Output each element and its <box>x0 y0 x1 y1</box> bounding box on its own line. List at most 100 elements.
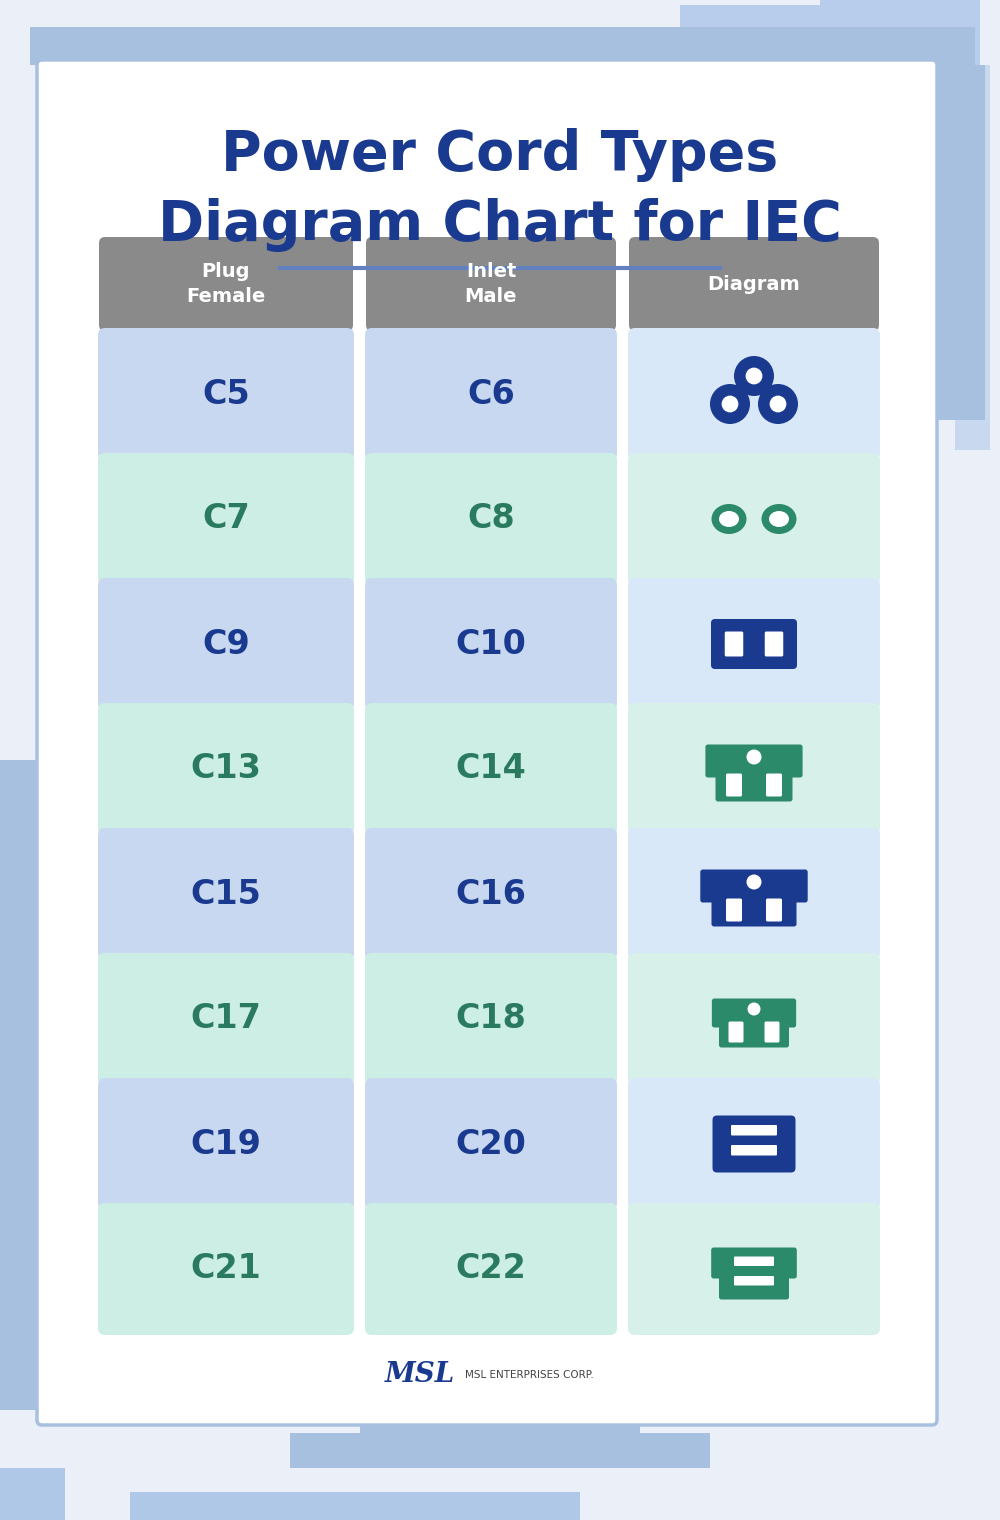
FancyBboxPatch shape <box>935 65 985 420</box>
FancyBboxPatch shape <box>955 65 990 450</box>
FancyBboxPatch shape <box>734 1275 774 1286</box>
FancyBboxPatch shape <box>98 578 354 710</box>
FancyBboxPatch shape <box>629 237 879 331</box>
Circle shape <box>734 356 774 397</box>
FancyBboxPatch shape <box>731 1145 777 1155</box>
FancyBboxPatch shape <box>711 894 796 927</box>
FancyBboxPatch shape <box>766 898 782 921</box>
FancyBboxPatch shape <box>98 453 354 585</box>
FancyBboxPatch shape <box>714 892 794 906</box>
FancyBboxPatch shape <box>628 1202 880 1335</box>
Ellipse shape <box>719 511 739 527</box>
Text: C10: C10 <box>456 628 526 661</box>
FancyBboxPatch shape <box>30 27 975 65</box>
Circle shape <box>722 395 738 412</box>
FancyBboxPatch shape <box>721 1021 786 1029</box>
FancyBboxPatch shape <box>628 953 880 1085</box>
Text: C15: C15 <box>191 877 261 910</box>
Text: C7: C7 <box>202 503 250 535</box>
Text: C8: C8 <box>467 503 515 535</box>
FancyBboxPatch shape <box>719 1271 789 1300</box>
Text: C6: C6 <box>467 377 515 410</box>
FancyBboxPatch shape <box>0 760 42 1411</box>
FancyBboxPatch shape <box>715 769 792 801</box>
Text: C13: C13 <box>191 752 261 786</box>
Polygon shape <box>420 27 580 65</box>
FancyBboxPatch shape <box>711 1248 797 1278</box>
FancyBboxPatch shape <box>725 631 743 657</box>
FancyBboxPatch shape <box>628 453 880 585</box>
FancyBboxPatch shape <box>712 1116 795 1172</box>
FancyBboxPatch shape <box>99 237 353 331</box>
Circle shape <box>746 874 762 889</box>
Text: C19: C19 <box>191 1128 261 1160</box>
Ellipse shape <box>762 505 796 534</box>
Text: Diagram Chart for IEC: Diagram Chart for IEC <box>158 198 842 252</box>
FancyBboxPatch shape <box>820 0 980 90</box>
FancyBboxPatch shape <box>0 1468 65 1520</box>
Text: C14: C14 <box>456 752 526 786</box>
Text: C17: C17 <box>191 1003 261 1035</box>
Text: MSL: MSL <box>385 1362 455 1388</box>
Ellipse shape <box>711 505 746 534</box>
Circle shape <box>746 749 762 765</box>
Text: C20: C20 <box>456 1128 526 1160</box>
FancyBboxPatch shape <box>712 999 796 1028</box>
FancyBboxPatch shape <box>366 237 616 331</box>
FancyBboxPatch shape <box>365 702 617 834</box>
FancyBboxPatch shape <box>628 828 880 961</box>
FancyBboxPatch shape <box>98 1202 354 1335</box>
FancyBboxPatch shape <box>728 1021 744 1043</box>
FancyBboxPatch shape <box>628 1078 880 1210</box>
Text: Inlet
Male: Inlet Male <box>465 261 517 306</box>
FancyBboxPatch shape <box>700 869 808 903</box>
FancyBboxPatch shape <box>628 702 880 834</box>
FancyBboxPatch shape <box>130 1493 580 1520</box>
FancyBboxPatch shape <box>290 1433 710 1468</box>
FancyBboxPatch shape <box>719 1018 789 1047</box>
FancyBboxPatch shape <box>98 953 354 1085</box>
Text: C16: C16 <box>456 877 526 910</box>
Circle shape <box>747 1003 760 1015</box>
Text: C9: C9 <box>202 628 250 661</box>
FancyBboxPatch shape <box>365 328 617 461</box>
Text: Diagram: Diagram <box>708 275 800 293</box>
Text: C18: C18 <box>456 1003 526 1035</box>
FancyBboxPatch shape <box>726 774 742 796</box>
FancyBboxPatch shape <box>365 578 617 710</box>
Text: C5: C5 <box>202 377 250 410</box>
FancyBboxPatch shape <box>718 768 790 781</box>
Circle shape <box>758 385 798 424</box>
FancyBboxPatch shape <box>680 5 920 50</box>
FancyBboxPatch shape <box>711 619 797 669</box>
FancyBboxPatch shape <box>37 59 937 1426</box>
FancyBboxPatch shape <box>365 1078 617 1210</box>
FancyBboxPatch shape <box>766 774 782 796</box>
FancyBboxPatch shape <box>98 702 354 834</box>
FancyBboxPatch shape <box>98 328 354 461</box>
Circle shape <box>746 368 762 385</box>
FancyBboxPatch shape <box>628 328 880 461</box>
FancyBboxPatch shape <box>705 745 803 778</box>
Text: C22: C22 <box>456 1252 526 1286</box>
FancyBboxPatch shape <box>365 953 617 1085</box>
Text: C21: C21 <box>191 1252 261 1286</box>
FancyBboxPatch shape <box>365 453 617 585</box>
Circle shape <box>710 385 750 424</box>
FancyBboxPatch shape <box>731 1125 777 1135</box>
FancyBboxPatch shape <box>98 828 354 961</box>
FancyBboxPatch shape <box>721 1271 786 1278</box>
FancyBboxPatch shape <box>365 828 617 961</box>
Text: Power Cord Types: Power Cord Types <box>221 128 779 182</box>
Ellipse shape <box>769 511 789 527</box>
Text: MSL ENTERPRISES CORP.: MSL ENTERPRISES CORP. <box>465 1370 594 1380</box>
FancyBboxPatch shape <box>734 1257 774 1266</box>
FancyBboxPatch shape <box>726 898 742 921</box>
Text: Plug
Female: Plug Female <box>186 261 266 306</box>
FancyBboxPatch shape <box>365 1202 617 1335</box>
FancyBboxPatch shape <box>98 1078 354 1210</box>
FancyBboxPatch shape <box>765 1021 780 1043</box>
FancyBboxPatch shape <box>628 578 880 710</box>
FancyBboxPatch shape <box>360 1389 640 1435</box>
FancyBboxPatch shape <box>765 631 783 657</box>
